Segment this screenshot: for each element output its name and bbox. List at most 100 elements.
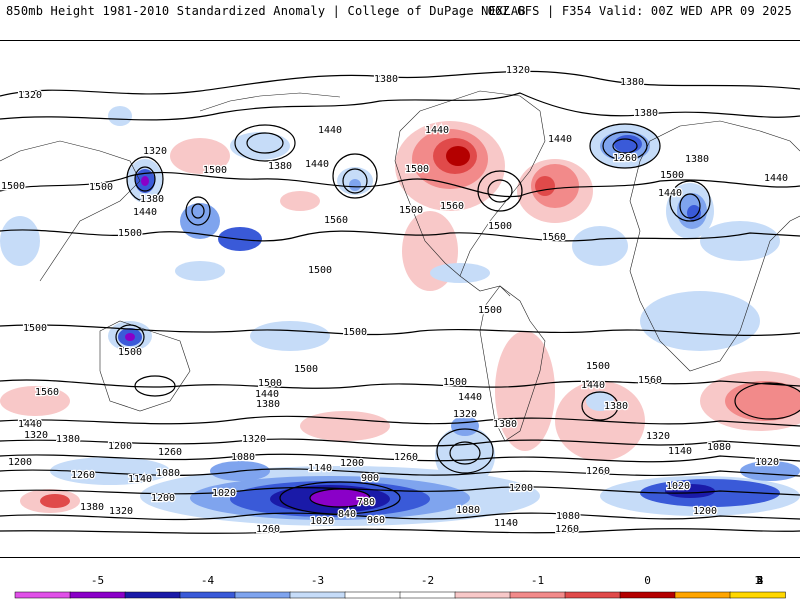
contour-label: 1380	[268, 161, 292, 172]
contour-label: 1500	[23, 323, 47, 334]
contour-label: 1560	[440, 201, 464, 212]
contour-label: 780	[357, 497, 375, 508]
contour-label: 1380	[374, 74, 398, 85]
contour-label: 1440	[581, 380, 605, 391]
contour-label: 1140	[494, 518, 518, 529]
contour-label: 1320	[143, 146, 167, 157]
contour-label: 1260	[256, 524, 280, 535]
contour-label: 1200	[693, 506, 717, 517]
contour-label: 1380	[685, 154, 709, 165]
contour-label: 1560	[638, 375, 662, 386]
contour-label: 1320	[18, 90, 42, 101]
colorbar-tick-label: 3	[757, 574, 764, 587]
contour-label: 1440	[425, 125, 449, 136]
contour-label: 1260	[71, 470, 95, 481]
contour-label: 1440	[658, 188, 682, 199]
colorbar-swatch	[454, 591, 511, 599]
contour-label: 1380	[256, 399, 280, 410]
contour-label: 1320	[646, 431, 670, 442]
contour-label: 1440	[764, 173, 788, 184]
contour-label: 1380	[80, 502, 104, 513]
contour-label: 1080	[156, 468, 180, 479]
contour-label: 1200	[509, 483, 533, 494]
contour-label: 1440	[133, 207, 157, 218]
colorbar-tick-label: 2	[757, 574, 764, 587]
contour-label: 1140	[308, 463, 332, 474]
contour-label: 1440	[318, 125, 342, 136]
colorbar-tick-label: 1	[754, 574, 761, 587]
contour-label: 1500	[308, 265, 332, 276]
colorbar-swatch	[509, 591, 566, 599]
colorbar-swatch	[344, 591, 401, 599]
colorbar-swatch	[234, 591, 291, 599]
map-title-left: 850mb Height 1981-2010 Standardized Anom…	[6, 4, 526, 18]
contour-label: 1500	[118, 228, 142, 239]
contour-label: 1500	[405, 164, 429, 175]
contour-label: 1440	[255, 389, 279, 400]
colorbar-swatches	[14, 591, 786, 599]
colorbar-tick-label: -2	[421, 574, 434, 587]
contour-label: 1320	[109, 506, 133, 517]
contour-label: 1560	[542, 232, 566, 243]
contour-label: 960	[367, 515, 385, 526]
colorbar-swatch	[729, 591, 786, 599]
contour-label: 1080	[556, 511, 580, 522]
contour-label: 1380	[56, 434, 80, 445]
contour-label: 1380	[604, 401, 628, 412]
contour-label: 1500	[294, 364, 318, 375]
coastlines	[0, 90, 800, 442]
contour-label: 1500	[118, 347, 142, 358]
colorbar-swatch	[619, 591, 676, 599]
contour-label: 1500	[203, 165, 227, 176]
contour-label: 1200	[151, 493, 175, 504]
contour-label: 1020	[666, 481, 690, 492]
colorbar-swatch	[399, 591, 456, 599]
colorbar-swatch	[674, 591, 731, 599]
colorbar-swatch	[179, 591, 236, 599]
contour-label: 1320	[453, 409, 477, 420]
colorbar-tick-label: -4	[201, 574, 215, 587]
contour-label: 1140	[128, 474, 152, 485]
contour-label: 1200	[8, 457, 32, 468]
contour-label: 1560	[35, 387, 59, 398]
contour-label: 1500	[586, 361, 610, 372]
contour-label: 1260	[394, 452, 418, 463]
colorbar-tick-label: -3	[311, 574, 324, 587]
anomaly-map: 1320 1380 1380 1320 1380 1440 1440 1440 1320 1380…	[0, 40, 800, 558]
contour-label: 1440	[18, 419, 42, 430]
contour-label: 1260	[586, 466, 610, 477]
contour-label: 1020	[212, 488, 236, 499]
contour-label: 1260	[613, 153, 637, 164]
colorbar-swatch	[564, 591, 621, 599]
contour-label: 1500	[488, 221, 512, 232]
contour-label: 1200	[108, 441, 132, 452]
contour-label: 1080	[707, 442, 731, 453]
contour-label: 1500	[1, 181, 25, 192]
contour-label: 1320	[24, 430, 48, 441]
colorbar-tick-label: -5	[91, 574, 104, 587]
colorbar-swatch	[124, 591, 181, 599]
contour-label: 840	[338, 509, 356, 520]
contour-label: 1020	[755, 457, 779, 468]
contour-label: 1380	[493, 419, 517, 430]
contour-label: 1500	[660, 170, 684, 181]
contour-label: 1440	[458, 392, 482, 403]
colorbar-swatch	[69, 591, 126, 599]
contour-label: 1440	[548, 134, 572, 145]
contour-label: 1260	[158, 447, 182, 458]
anomaly-shading	[0, 106, 800, 526]
colorbar-tick-label: 4	[757, 574, 764, 587]
contour-label: 1500	[89, 182, 113, 193]
colorbar-tick-label: 5	[757, 574, 764, 587]
contour-label: 1440	[305, 159, 329, 170]
contour-label: 1020	[310, 516, 334, 527]
contour-label: 1560	[324, 215, 348, 226]
contour-label: 1500	[399, 205, 423, 216]
contour-label: 1140	[668, 446, 692, 457]
colorbar-swatch	[14, 591, 71, 599]
contour-label: 900	[361, 473, 379, 484]
